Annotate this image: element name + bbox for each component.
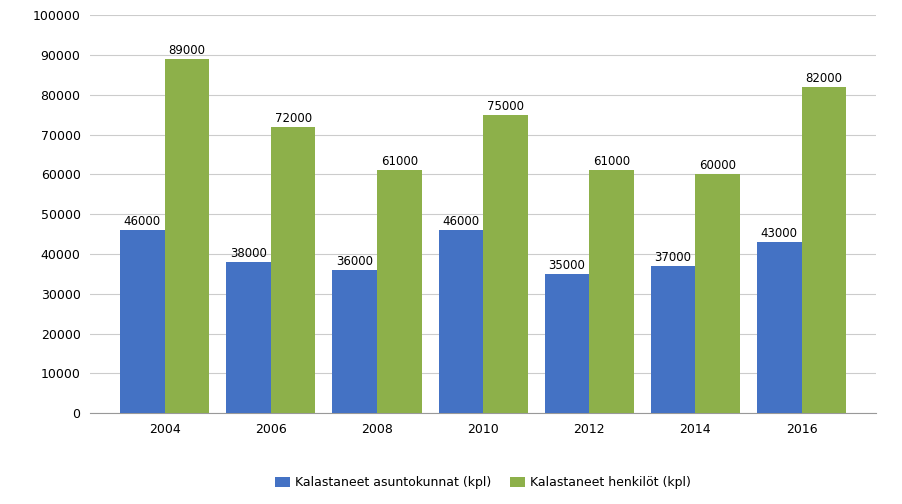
Text: 60000: 60000	[698, 159, 735, 172]
Bar	[226, 262, 271, 413]
Legend: Kalastaneet asuntokunnat (kpl), Kalastaneet henkilöt (kpl): Kalastaneet asuntokunnat (kpl), Kalastan…	[270, 471, 695, 494]
Text: 61000: 61000	[381, 155, 418, 168]
Bar	[332, 270, 376, 413]
Text: 89000: 89000	[168, 44, 205, 57]
Bar	[483, 114, 527, 413]
Bar	[589, 170, 633, 413]
Bar	[438, 230, 483, 413]
Bar	[544, 274, 589, 413]
Text: 72000: 72000	[274, 111, 311, 124]
Text: 35000: 35000	[548, 259, 584, 272]
Bar	[650, 266, 695, 413]
Bar	[120, 230, 164, 413]
Text: 37000: 37000	[654, 251, 691, 264]
Text: 46000: 46000	[442, 215, 479, 228]
Text: 36000: 36000	[336, 255, 373, 268]
Bar	[801, 87, 845, 413]
Bar	[695, 174, 740, 413]
Bar	[271, 127, 315, 413]
Bar	[376, 170, 421, 413]
Text: 38000: 38000	[230, 247, 267, 260]
Bar	[756, 242, 801, 413]
Text: 43000: 43000	[760, 227, 797, 240]
Text: 46000: 46000	[124, 215, 161, 228]
Text: 61000: 61000	[593, 155, 630, 168]
Text: 75000: 75000	[486, 100, 523, 113]
Text: 82000: 82000	[805, 72, 842, 85]
Bar	[164, 59, 209, 413]
